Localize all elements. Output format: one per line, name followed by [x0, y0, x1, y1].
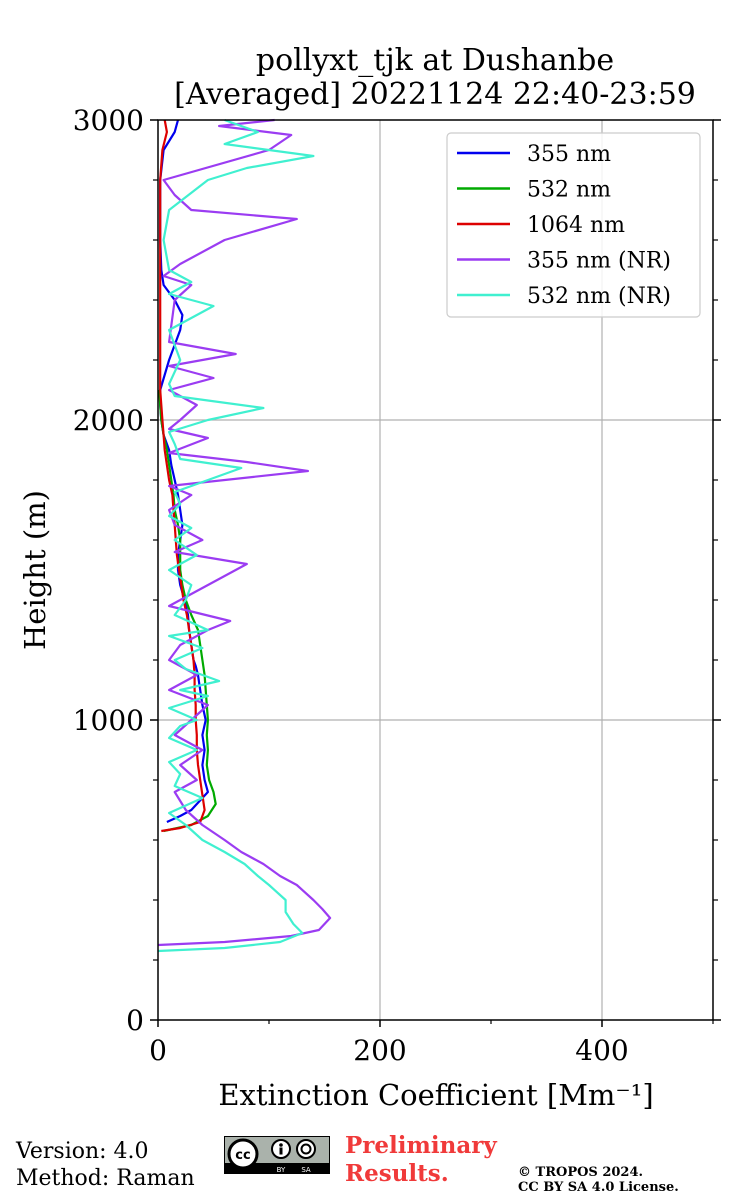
series-line [157, 118, 332, 947]
legend-label: 355 nm [527, 142, 611, 167]
legend-label: 532 nm [527, 178, 611, 203]
y-axis-label: Height (m) [18, 490, 52, 650]
svg-text:cc: cc [235, 1148, 250, 1163]
preliminary-line1: Preliminary [345, 1132, 497, 1159]
legend-label: 355 nm (NR) [527, 249, 671, 274]
x-tick-label: 200 [353, 1034, 406, 1067]
cc-by-sa-badge: cc BY SA [224, 1136, 330, 1174]
svg-text:SA: SA [301, 1166, 311, 1174]
y-tick-label: 3000 [73, 104, 144, 137]
chart-title-line1: pollyxt_tjk at Dushanbe [255, 43, 615, 78]
method-text: Method: Raman [16, 1166, 195, 1191]
y-tick-label: 1000 [73, 704, 144, 737]
series-line [157, 118, 315, 953]
x-axis-label: Extinction Coefficient [Mm⁻¹] [218, 1078, 653, 1112]
copyright-line1: © TROPOS 2024. [518, 1165, 644, 1180]
plot-frame [157, 119, 714, 1021]
x-tick-label: 0 [149, 1034, 167, 1067]
copyright-notice: © TROPOS 2024. CC BY SA 4.0 License. [518, 1165, 679, 1195]
series-line [159, 119, 206, 833]
version-text: Version: 4.0 [16, 1139, 149, 1164]
legend-label: 532 nm (NR) [527, 284, 671, 309]
y-tick-label: 2000 [73, 404, 144, 437]
legend-box [446, 132, 701, 318]
y-tick-label: 0 [126, 1004, 144, 1037]
chart-title-line2: [Averaged] 20221124 22:40-23:59 [174, 77, 696, 112]
series-line [158, 389, 217, 833]
preliminary-line2: Results. [345, 1160, 449, 1187]
x-tick-label: 400 [575, 1034, 628, 1067]
preliminary-notice: Preliminary Results. [345, 1132, 497, 1188]
copyright-line2: CC BY SA 4.0 License. [518, 1180, 679, 1195]
series-line [159, 119, 209, 824]
legend-label: 1064 nm [527, 213, 625, 238]
svg-text:BY: BY [277, 1166, 286, 1174]
